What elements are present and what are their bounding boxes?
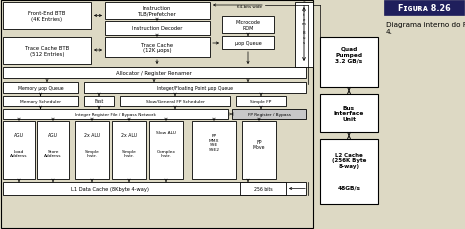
Bar [222, 37, 274, 50]
Bar [320, 139, 378, 204]
Text: Trace Cache
(12K μops): Trace Cache (12K μops) [141, 42, 173, 53]
Bar [120, 97, 230, 106]
Text: Simple FP: Simple FP [250, 100, 272, 104]
Text: AGU: AGU [14, 133, 24, 138]
Bar [3, 83, 78, 94]
Text: L1 Data Cache (8Kbyte 4-way): L1 Data Cache (8Kbyte 4-way) [71, 186, 149, 191]
Text: Simple
Instr.: Simple Instr. [85, 149, 100, 158]
Text: Memory μop Queue: Memory μop Queue [18, 86, 63, 91]
Text: FP
MMX
SSE
SSE2: FP MMX SSE SSE2 [208, 134, 219, 151]
Bar [105, 38, 210, 58]
Text: Slow/General FP Scheduler: Slow/General FP Scheduler [146, 100, 205, 104]
Text: Complex
Instr.: Complex Instr. [157, 149, 175, 158]
Bar [384, 1, 464, 16]
Bar [149, 121, 183, 179]
Text: AGU: AGU [48, 133, 58, 138]
Text: S
y
s
t
e
m

B
u
s: S y s t e m B u s [302, 0, 306, 44]
Bar [84, 97, 114, 106]
Text: Trace Cache BTB
(512 Entries): Trace Cache BTB (512 Entries) [25, 46, 69, 57]
Text: Slow ALU: Slow ALU [156, 131, 176, 134]
Text: Quad
Pumped
3.2 GB/s: Quad Pumped 3.2 GB/s [335, 46, 363, 63]
Text: Instruction
TLB/Prefetcher: Instruction TLB/Prefetcher [138, 6, 176, 17]
Text: Fast: Fast [94, 99, 104, 104]
Text: 48GB/s: 48GB/s [338, 185, 360, 190]
Bar [3, 3, 91, 30]
Text: Diagrama interno do Pentium
4.: Diagrama interno do Pentium 4. [386, 22, 465, 35]
Bar [1, 1, 313, 228]
Bar [3, 68, 306, 79]
Text: 2x ALU: 2x ALU [121, 133, 137, 138]
Bar [105, 22, 210, 36]
Bar [3, 38, 91, 65]
Bar [3, 121, 35, 179]
Bar [320, 38, 378, 88]
Text: Load
Address: Load Address [10, 149, 28, 158]
Text: Simple
Instr.: Simple Instr. [121, 149, 136, 158]
Text: Microcode
ROM: Microcode ROM [235, 20, 260, 31]
Text: μop Queue: μop Queue [235, 41, 261, 46]
Text: FP Register / Bypass: FP Register / Bypass [247, 112, 291, 117]
Text: 256 bits: 256 bits [254, 186, 272, 191]
Bar [192, 121, 236, 179]
Bar [84, 83, 306, 94]
Text: Integer Register File / Bypass Network: Integer Register File / Bypass Network [74, 112, 155, 117]
Bar [232, 109, 306, 120]
Bar [240, 182, 286, 195]
Text: Allocator / Register Renamer: Allocator / Register Renamer [116, 71, 192, 76]
Bar [105, 3, 210, 20]
Bar [75, 121, 109, 179]
Bar [3, 109, 228, 120]
Text: 2x ALU: 2x ALU [84, 133, 100, 138]
Text: FP
Move: FP Move [253, 139, 265, 150]
Text: Store
Address: Store Address [44, 149, 62, 158]
Bar [3, 97, 78, 106]
Text: L2 Cache
(256K Byte
8-way): L2 Cache (256K Byte 8-way) [332, 152, 366, 169]
Text: Bus
Interface
Unit: Bus Interface Unit [334, 105, 364, 122]
Text: 64-bits wide: 64-bits wide [237, 5, 262, 8]
Bar [242, 121, 276, 179]
Text: Integer/Floating Point μop Queue: Integer/Floating Point μop Queue [157, 86, 233, 91]
Bar [37, 121, 69, 179]
Bar [222, 17, 274, 34]
Text: Fɪɢᴜʀᴀ 8.26: Fɪɢᴜʀᴀ 8.26 [398, 4, 450, 13]
Bar [3, 182, 306, 195]
Bar [295, 3, 313, 68]
Text: Front-End BTB
(4K Entries): Front-End BTB (4K Entries) [28, 11, 66, 22]
Bar [112, 121, 146, 179]
Bar [320, 95, 378, 132]
Text: Instruction Decoder: Instruction Decoder [132, 26, 182, 31]
Text: Memory Scheduler: Memory Scheduler [20, 100, 61, 104]
Bar [236, 97, 286, 106]
